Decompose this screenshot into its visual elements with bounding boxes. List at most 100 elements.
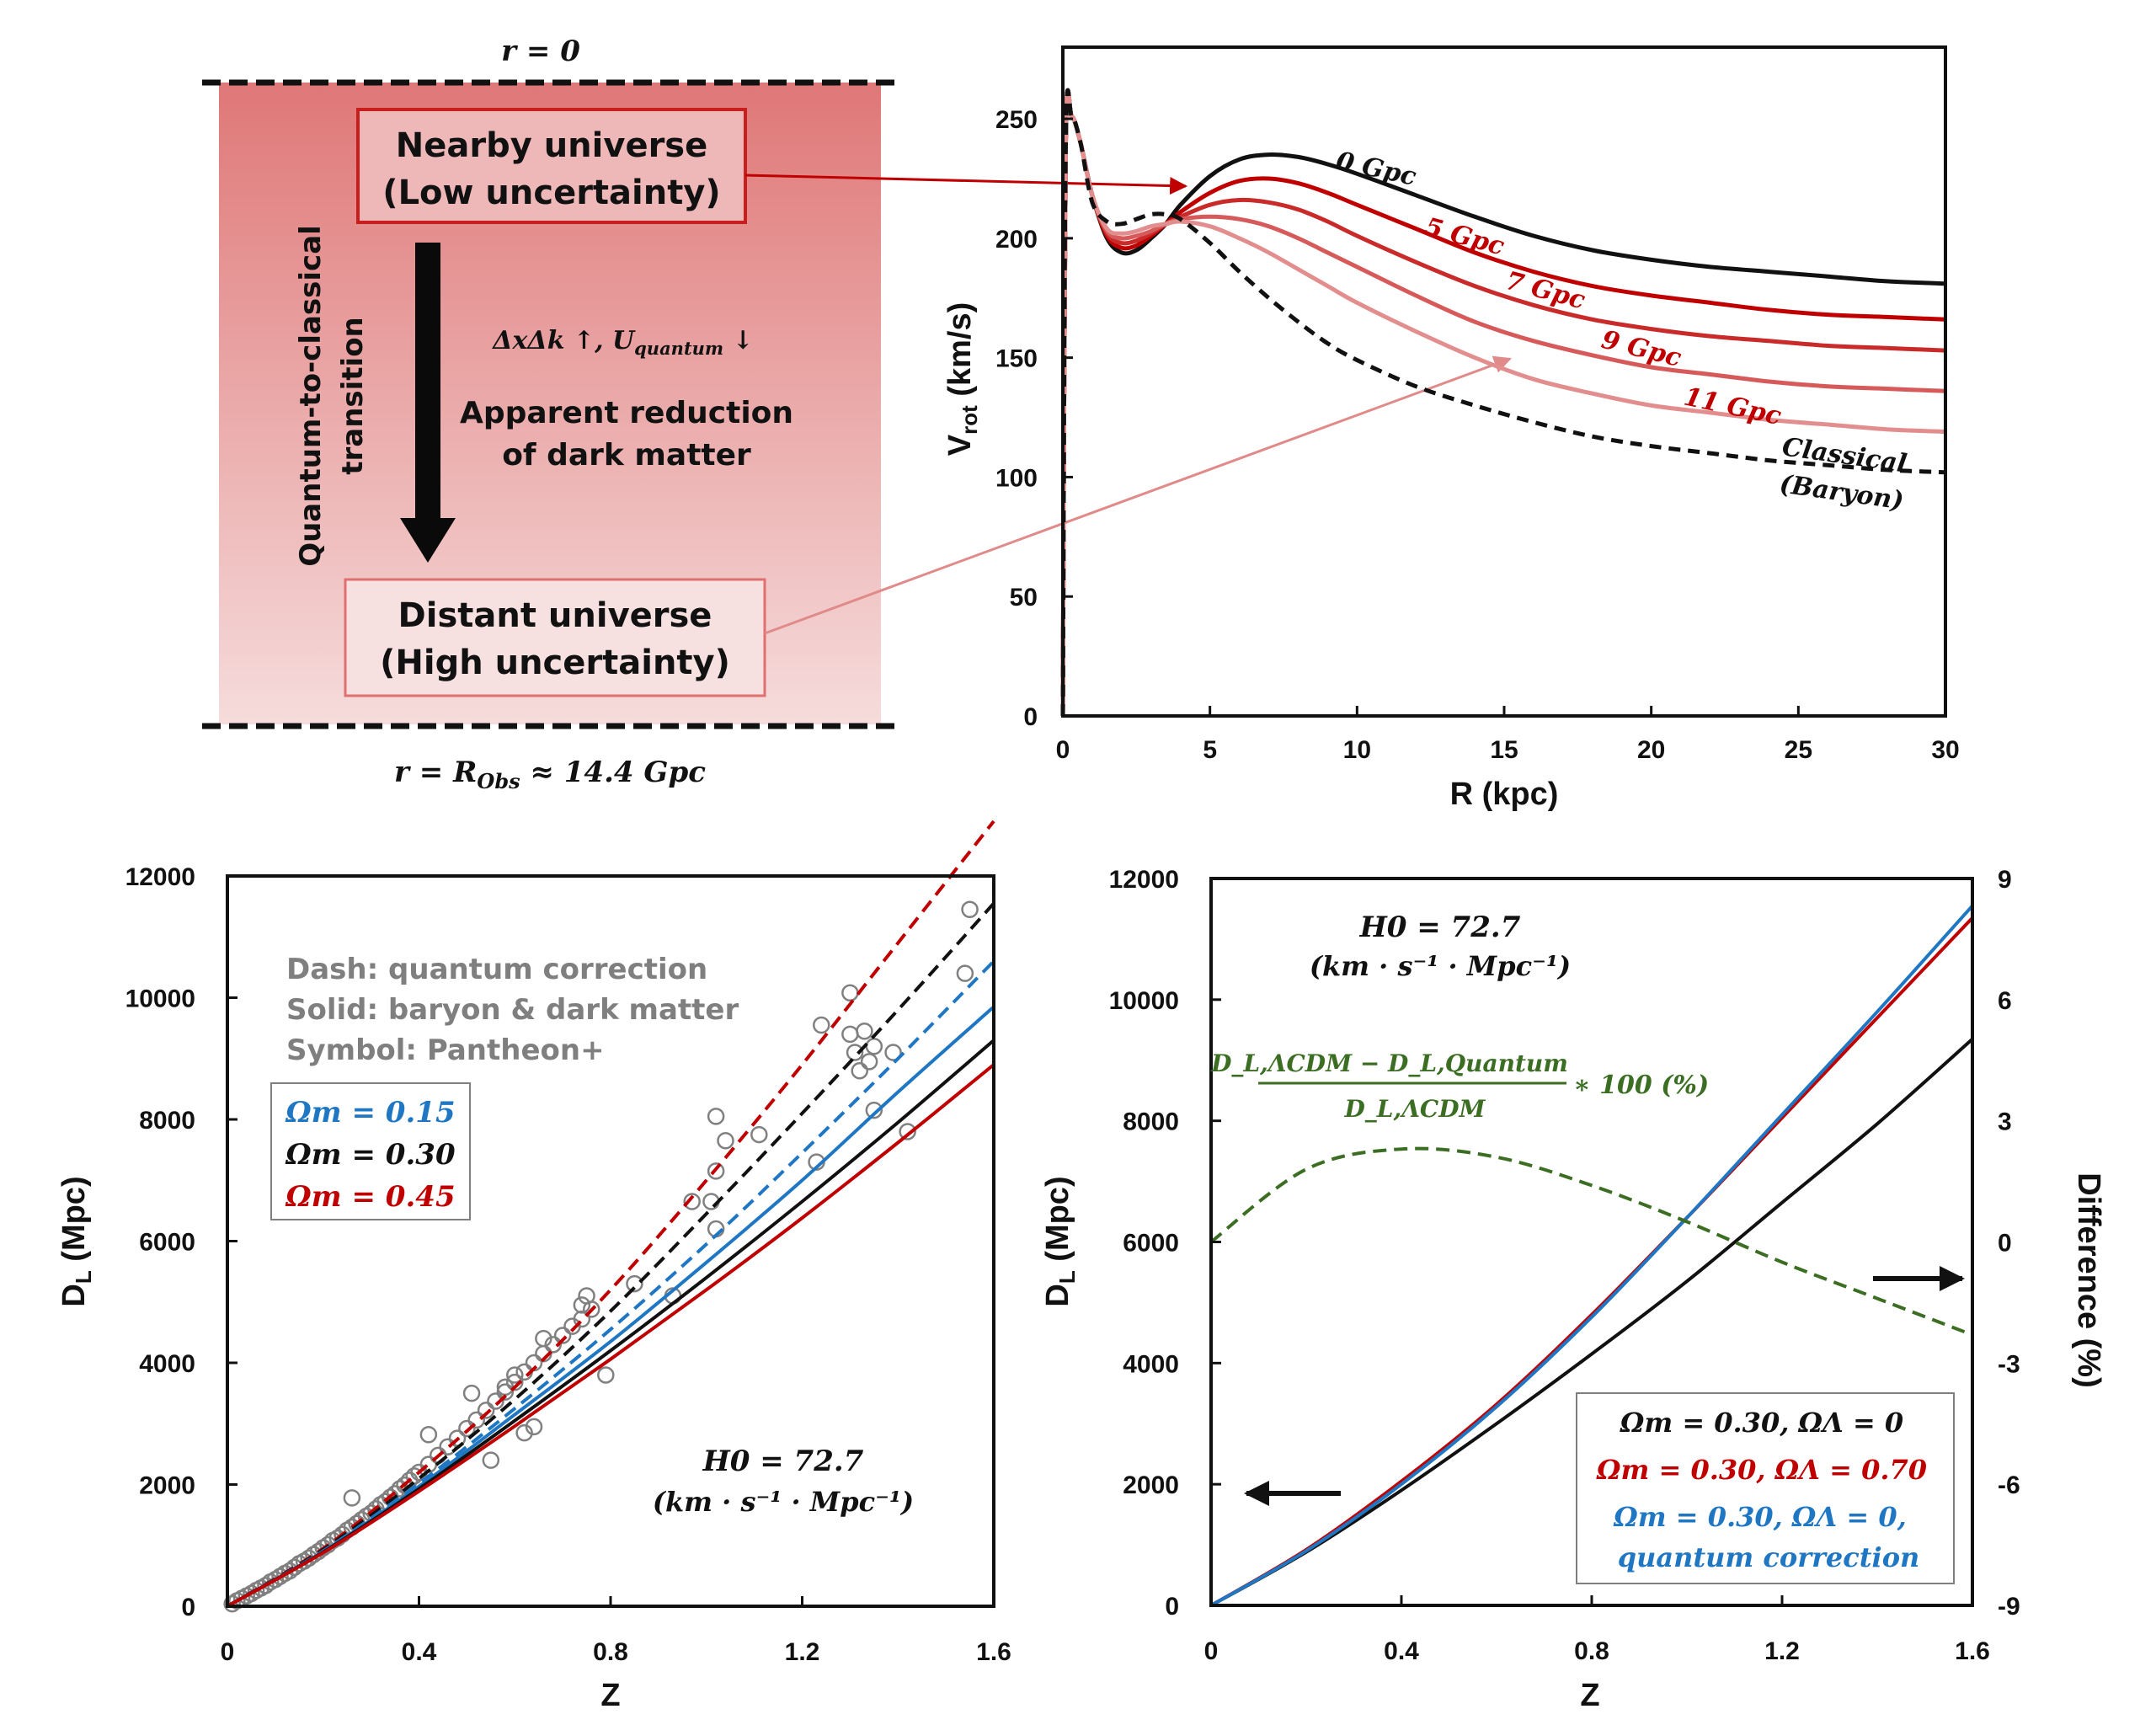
y-tick-label: 8000 <box>1123 1108 1179 1136</box>
series-line-5-gpc <box>1060 88 1946 717</box>
pantheon-data-point <box>544 1336 562 1354</box>
y2-tick-label: -6 <box>1998 1471 2020 1499</box>
y2-tick-label: 6 <box>1998 987 2012 1015</box>
y2-tick-label: -3 <box>1998 1350 2020 1378</box>
pantheon-data-point <box>707 1162 725 1180</box>
pantheon-data-point <box>525 1418 543 1436</box>
pantheon-data-point <box>458 1419 476 1438</box>
series-line-11-gpc <box>1060 88 1946 717</box>
chart1-frame <box>1061 45 1947 718</box>
legend-quantum-line1: Ωm = 0.30, ΩΛ = 0, <box>1613 1501 1906 1533</box>
dl-omega-m-chart: 0 0.4 0.8 1.2 1.6 0 2000 4000 6000 8000 10000 1200… <box>56 820 1011 1713</box>
pantheon-data-point <box>961 900 979 918</box>
uncertainty-relation-text: ΔxΔk ↑, Uquantum ↓ <box>491 326 753 359</box>
x-tick-label: 0.4 <box>402 1638 437 1666</box>
pantheon-data-point <box>462 1384 481 1402</box>
diagram-panel: r = 0 r = RObs ≈ 14.4 Gpc Nearby univers… <box>202 35 1512 793</box>
series-line-0-gpc <box>1060 88 1946 717</box>
pantheon-data-point <box>851 1061 868 1080</box>
x-tick-label: 30 <box>1931 736 1959 764</box>
x-tick-label: 0 <box>221 1638 235 1666</box>
pantheon-data-point <box>477 1402 495 1419</box>
pantheon-data-point <box>813 1016 830 1034</box>
difference-formula: D_L,ΛCDM − D_L,Quantum D_L,ΛCDM ∗ 100 (%… <box>1210 1049 1709 1123</box>
series-line-m-0-30-0 <box>1210 1038 1974 1607</box>
distant-universe-box: Distant universe (High uncertainty) <box>344 578 766 697</box>
chart2-note-symbol: Symbol: Pantheon+ <box>286 1033 605 1067</box>
top-boundary-label: r = 0 <box>501 35 580 68</box>
label-0-gpc: 0 Gpc <box>1333 147 1418 192</box>
y-tick-label: 4000 <box>139 1350 195 1378</box>
y2-tick-label: 3 <box>1998 1108 2012 1136</box>
label-5-gpc: 5 Gpc <box>1422 212 1508 262</box>
pantheon-data-point <box>750 1125 768 1144</box>
pantheon-data-point <box>626 1274 643 1293</box>
pantheon-data-point <box>506 1373 524 1391</box>
y2-tick-label: 0 <box>1998 1230 2012 1258</box>
x-tick-label: 0.8 <box>1574 1637 1609 1665</box>
chart2-note-solid: Solid: baryon & dark matter <box>286 993 739 1027</box>
nearby-connector-arrow <box>744 174 1188 195</box>
pantheon-data-point <box>286 1558 303 1577</box>
dl-lambda-chart: 0 0.4 0.8 1.2 1.6 0 2000 4000 6000 8000 10000 1200… <box>1040 866 2106 1713</box>
quantum-to-classical-down-arrow <box>400 243 456 563</box>
pantheon-data-point <box>707 1108 725 1125</box>
y-tick-label: 200 <box>995 226 1038 254</box>
legend-lambda-0: Ωm = 0.30, ΩΛ = 0 <box>1620 1407 1903 1439</box>
legend-omega-015: Ωm = 0.15 <box>285 1096 455 1130</box>
legend-omega-045: Ωm = 0.45 <box>285 1180 455 1214</box>
pantheon-data-point <box>899 1123 916 1140</box>
y-tick-label: 4000 <box>1123 1350 1179 1378</box>
y-tick-label: 0 <box>181 1594 195 1621</box>
x-tick-label: 5 <box>1203 736 1217 764</box>
y-tick-label: 8000 <box>139 1107 195 1135</box>
pantheon-data-point <box>884 1044 902 1061</box>
pantheon-data-point <box>439 1438 456 1455</box>
legend-quantum-line2: quantum correction <box>1618 1541 1920 1573</box>
pantheon-data-point <box>467 1411 485 1429</box>
x-tick-label: 0.8 <box>593 1638 628 1666</box>
series-line-m-0-45-dashed <box>226 820 995 1608</box>
distant-connector-arrow <box>764 355 1512 635</box>
chart1-ylabel: Vrot (km/s) <box>942 302 982 457</box>
pantheon-data-point <box>578 1287 595 1305</box>
pantheon-data-point <box>496 1383 515 1401</box>
chart3-xlabel: Z <box>1580 1678 1599 1713</box>
pantheon-data-point <box>717 1132 734 1150</box>
x-tick-label: 20 <box>1637 736 1665 764</box>
pantheon-data-point <box>573 1310 591 1328</box>
pantheon-data-point <box>487 1392 504 1410</box>
pantheon-data-point <box>683 1193 701 1210</box>
x-tick-label: 0 <box>1204 1637 1219 1665</box>
y-tick-label: 10000 <box>125 985 195 1013</box>
chart3-ylabel: DL (Mpc) <box>1040 1176 1080 1306</box>
y-tick-label: 0 <box>1023 703 1038 731</box>
series-line-m-0-30-0-quantum-correction <box>1210 905 1974 1607</box>
series-line-9-gpc <box>1060 88 1946 717</box>
transition-label-line2: transition <box>336 317 370 475</box>
x-tick-label: 1.6 <box>1955 1637 1990 1665</box>
pantheon-data-point <box>482 1451 500 1469</box>
chart2-xlabel: Z <box>600 1678 620 1713</box>
bottom-boundary-label: r = RObs ≈ 14.4 Gpc <box>394 756 706 793</box>
y-tick-label: 2000 <box>139 1472 195 1500</box>
formula-suffix: ∗ 100 (%) <box>1573 1071 1709 1100</box>
pantheon-data-point <box>856 1022 873 1040</box>
formula-denominator: D_L,ΛCDM <box>1343 1095 1486 1123</box>
legend-lambda-070: Ωm = 0.30, ΩΛ = 0.70 <box>1596 1454 1927 1486</box>
pantheon-data-point <box>573 1296 591 1314</box>
x-tick-label: 0 <box>1056 736 1070 764</box>
pantheon-data-point <box>956 964 974 982</box>
x-tick-label: 0.4 <box>1384 1637 1419 1665</box>
nearby-universe-box: Nearby universe (Low uncertainty) <box>356 108 747 224</box>
y2-tick-label: -9 <box>1998 1593 2020 1621</box>
pantheon-data-point <box>597 1366 615 1384</box>
pantheon-data-point <box>535 1329 552 1348</box>
series-line-m-0-45-solid <box>227 1063 995 1608</box>
rotation-curve-chart: 0 5 10 15 20 25 30 0 50 100 150 200 250 R (kpc) Vro… <box>942 45 1960 812</box>
dark-matter-reduction-line2: of dark matter <box>502 438 751 473</box>
formula-numerator: D_L,ΛCDM − D_L,Quantum <box>1210 1049 1568 1077</box>
series-line-7-gpc <box>1060 88 1946 717</box>
pantheon-data-point <box>841 1025 859 1044</box>
